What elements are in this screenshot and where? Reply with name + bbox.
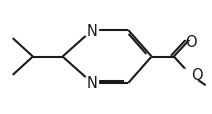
- Text: O: O: [191, 68, 202, 83]
- Text: N: N: [87, 76, 98, 91]
- FancyBboxPatch shape: [184, 69, 198, 82]
- FancyBboxPatch shape: [85, 25, 99, 37]
- Text: O: O: [185, 34, 197, 49]
- FancyBboxPatch shape: [184, 28, 198, 40]
- Text: N: N: [87, 23, 98, 38]
- FancyBboxPatch shape: [85, 77, 99, 89]
